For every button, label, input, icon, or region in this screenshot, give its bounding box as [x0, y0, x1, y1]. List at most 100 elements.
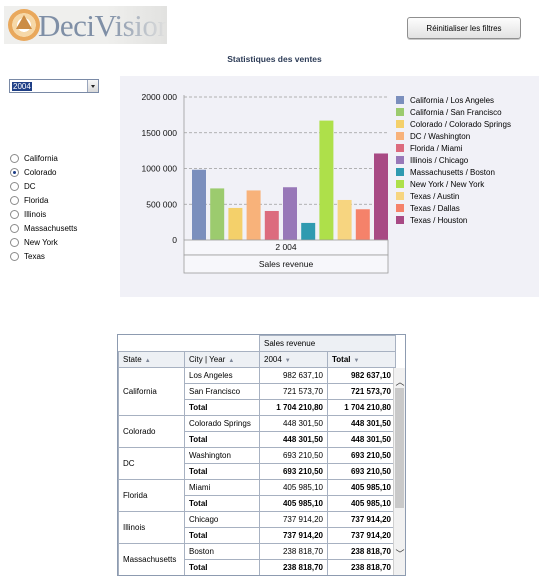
radio-button[interactable] [10, 223, 19, 233]
radio-button[interactable] [10, 195, 19, 205]
chevron-up-icon[interactable]: ︿ [395, 377, 405, 387]
chart-panel: 0 500 000 1000 000 1500 000 2000 000 2 004 Sal… [120, 76, 539, 297]
column-header-city-year[interactable]: City | Year ▲ [184, 351, 260, 368]
city-cell: Total [184, 399, 260, 416]
bar-texas-houston [374, 153, 388, 240]
sort-icon[interactable]: ▲ [144, 358, 151, 364]
state-option-label: DC [24, 181, 36, 191]
total-cell: 405 985,10 [327, 495, 396, 512]
value-2004-cell: 721 573,70 [259, 383, 328, 400]
city-cell: Los Angeles [184, 367, 260, 384]
state-option-label: Florida [24, 195, 49, 205]
value-2004-cell: 737 914,20 [259, 527, 328, 544]
state-option-florida[interactable]: Florida [10, 193, 77, 207]
legend-swatch [396, 204, 404, 212]
bar-california-san-francisco [210, 188, 225, 240]
state-cell: Colorado [118, 415, 185, 448]
legend-label: Texas / Houston [410, 215, 468, 225]
state-option-label: Texas [24, 251, 45, 261]
sales-bar-chart: 0 500 000 1000 000 1500 000 2000 000 2 004 Sal… [142, 92, 389, 274]
city-cell: Total [184, 495, 260, 512]
column-header-state[interactable]: State ▲ [118, 351, 185, 368]
bar-dc-washington [246, 190, 261, 240]
legend-swatch [396, 168, 404, 176]
scrollbar-thumb[interactable] [395, 388, 404, 508]
state-option-new-york[interactable]: New York [10, 235, 77, 249]
value-2004-cell: 982 637,10 [259, 367, 328, 384]
state-option-texas[interactable]: Texas [10, 249, 77, 263]
bar-texas-dallas [355, 209, 370, 240]
state-option-dc[interactable]: DC [10, 179, 77, 193]
table-total-row: Total 737 914,20 737 914,20 [119, 527, 396, 544]
y-tick-label: 1500 000 [142, 128, 178, 138]
reset-filters-button[interactable]: Réinitialiser les filtres [407, 17, 521, 39]
total-cell: 693 210,50 [327, 447, 396, 464]
y-tick-label: 2000 000 [142, 92, 178, 102]
chart-legend: California / Los Angeles California / San… [396, 94, 511, 226]
total-cell: 737 914,20 [327, 511, 396, 528]
radio-button[interactable] [10, 251, 19, 261]
state-option-illinois[interactable]: Illinois [10, 207, 77, 221]
legend-item: New York / New York [396, 178, 511, 190]
chevron-down-icon[interactable]: ﹀ [395, 549, 405, 559]
legend-swatch [396, 156, 404, 164]
dropdown-arrow-icon[interactable] [87, 80, 98, 92]
city-cell: Total [184, 559, 260, 575]
state-option-label: New York [24, 237, 58, 247]
state-option-california[interactable]: California [10, 151, 77, 165]
legend-label: Illinois / Chicago [410, 155, 469, 165]
legend-item: California / San Francisco [396, 106, 511, 118]
total-cell: 721 573,70 [327, 383, 396, 400]
total-cell: 238 818,70 [327, 543, 396, 560]
table-row: San Francisco 721 573,70 721 573,70 [119, 383, 396, 400]
city-cell: Total [184, 463, 260, 480]
year-select[interactable]: 2004 [9, 79, 99, 93]
value-2004-cell: 405 985,10 [259, 479, 328, 496]
pivot-table: Sales revenue State ▲ City | Year ▲ 2004 ▼ … [117, 334, 406, 576]
value-2004-cell: 448 301,50 [259, 431, 328, 448]
y-tick-label: 1000 000 [142, 164, 178, 174]
legend-item: Texas / Austin [396, 190, 511, 202]
total-cell: 1 704 210,80 [327, 399, 396, 416]
city-cell: Washington [184, 447, 260, 464]
bar-new-york-new-york [319, 120, 334, 240]
radio-button[interactable] [10, 237, 19, 247]
column-header-2004[interactable]: 2004 ▼ [259, 351, 328, 368]
sort-icon[interactable]: ▼ [284, 358, 291, 364]
legend-label: DC / Washington [410, 131, 471, 141]
state-option-colorado[interactable]: Colorado [10, 165, 77, 179]
legend-label: California / San Francisco [410, 107, 502, 117]
bar-california-los-angeles [192, 169, 206, 240]
city-cell: Chicago [184, 511, 260, 528]
value-2004-cell: 405 985,10 [259, 495, 328, 512]
sort-icon[interactable]: ▲ [228, 358, 235, 364]
table-row: California Los Angeles 982 637,10 982 637,1… [118, 367, 396, 416]
city-cell: Boston [184, 543, 260, 560]
state-option-label: California [24, 153, 58, 163]
sort-icon[interactable]: ▼ [353, 358, 360, 364]
legend-swatch [396, 144, 404, 152]
legend-item: Colorado / Colorado Springs [396, 118, 511, 130]
legend-swatch [396, 108, 404, 116]
city-cell: Miami [184, 479, 260, 496]
measure-header: Sales revenue [259, 335, 396, 352]
page-title: Statistiques des ventes [227, 54, 322, 64]
legend-item: California / Los Angeles [396, 94, 511, 106]
table-total-row: Total 238 818,70 238 818,70 [119, 559, 396, 575]
radio-button[interactable] [10, 209, 19, 219]
radio-button[interactable] [10, 181, 19, 191]
state-cell: California [118, 367, 185, 416]
table-scrollbar[interactable]: ︿ ﹀ [393, 368, 405, 575]
radio-button[interactable] [10, 153, 19, 163]
total-cell: 448 301,50 [327, 431, 396, 448]
table-total-row: Total 448 301,50 448 301,50 [119, 431, 396, 448]
city-cell: Total [184, 527, 260, 544]
table-row: Colorado Colorado Springs 448 301,50 448 30… [118, 415, 396, 448]
state-cell: Florida [118, 479, 185, 512]
column-header-total[interactable]: Total ▼ [327, 351, 396, 368]
radio-button[interactable] [10, 167, 19, 177]
x-axis-title-box [183, 254, 389, 274]
legend-label: Florida / Miami [410, 143, 463, 153]
bar-illinois-chicago [283, 187, 297, 240]
state-option-massachusetts[interactable]: Massachusetts [10, 221, 77, 235]
